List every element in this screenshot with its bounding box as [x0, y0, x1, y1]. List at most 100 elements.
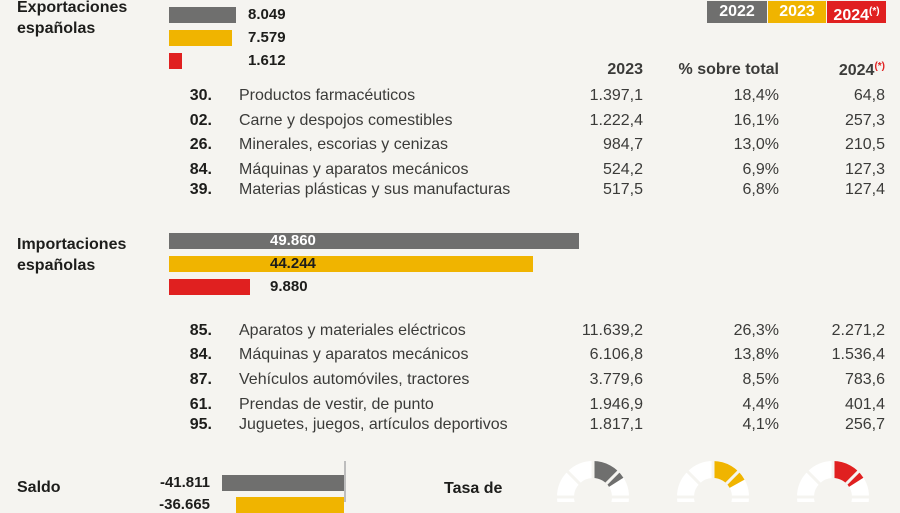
row-pct: 16,1%	[733, 112, 779, 129]
bar-label-2024: 9.880	[270, 278, 308, 295]
exports-title: Exportaciones españolas	[17, 0, 127, 39]
row-code: 84.	[189, 346, 212, 363]
tasa-donuts	[556, 460, 870, 502]
row-value-2024: 783,6	[844, 371, 885, 388]
row-value-2024: 401,4	[844, 396, 885, 413]
bar-2023	[169, 256, 533, 272]
donut-slice-2022	[593, 461, 624, 487]
row-pct: 18,4%	[733, 87, 779, 104]
donut-separator	[604, 469, 621, 486]
row-value-2024: 1.536,4	[831, 346, 885, 363]
row-value-2023: 984,7	[602, 136, 643, 153]
legend-2023: 2023	[768, 1, 826, 23]
imports-title-line1: Importaciones	[17, 236, 127, 253]
row-pct: 4,1%	[742, 416, 779, 433]
header-2024: 2024(*)	[839, 61, 885, 80]
row-value-2023: 6.106,8	[589, 346, 643, 363]
row-code: 02.	[189, 112, 212, 129]
legend-2023-label: 2023	[779, 3, 815, 20]
table-row: 95. Juguetes, juegos, artículos deportivo…	[0, 414, 900, 436]
row-value-2023: 517,5	[602, 181, 643, 198]
row-pct: 8,5%	[742, 371, 779, 388]
row-code: 87.	[189, 371, 212, 388]
donut-slice-2024	[833, 461, 864, 487]
row-code: 61.	[189, 396, 212, 413]
header-2023: 2023	[607, 61, 643, 78]
row-name: Productos farmacéuticos	[239, 87, 416, 104]
row-name: Juguetes, juegos, artículos deportivos	[239, 416, 508, 433]
row-value-2024: 257,3	[844, 112, 885, 129]
table-row: 26. Minerales, escorias y cenizas 984,7 13,…	[0, 134, 900, 156]
row-value-2023: 3.779,6	[589, 371, 643, 388]
table-row: 30. Productos farmacéuticos 1.397,1 18,4% 64…	[0, 85, 900, 107]
row-pct: 6,9%	[742, 161, 779, 178]
bar-label-2023: 7.579	[248, 29, 286, 46]
bar-2023	[169, 30, 233, 46]
row-code: 39.	[189, 181, 212, 198]
row-value-2024: 210,5	[844, 136, 885, 153]
imports-title: Importaciones españolas	[17, 234, 126, 276]
row-value-2024: 127,3	[844, 161, 885, 178]
table-row: 39. Materias plásticas y sus manufacturas…	[0, 179, 900, 201]
exports-title-line1: Exportaciones	[17, 0, 128, 16]
saldo-divider	[344, 461, 346, 502]
row-name: Materias plásticas y sus manufacturas	[239, 181, 511, 198]
row-name: Máquinas y aparatos mecánicos	[239, 346, 469, 363]
table-row: 02. Carne y despojos comestibles 1.222,4 16…	[0, 110, 900, 132]
donut-slice-2023	[713, 461, 745, 488]
legend-2024-asterisk: (*)	[869, 6, 880, 17]
table-row: 87. Vehículos automóviles, tractores 3.779…	[0, 369, 900, 391]
bar-2024	[169, 279, 251, 295]
row-pct: 4,4%	[742, 396, 779, 413]
legend-2022-label: 2022	[719, 3, 755, 20]
row-name: Minerales, escorias y cenizas	[239, 136, 448, 153]
row-code: 30.	[189, 87, 212, 104]
table-row: 84. Máquinas y aparatos mecánicos 6.106,8 1…	[0, 344, 900, 366]
table-row: 84. Máquinas y aparatos mecánicos 524,2 6,9…	[0, 159, 900, 181]
saldo-value-2022: -41.811	[159, 474, 210, 491]
row-code: 85.	[189, 322, 212, 339]
donut-separator	[805, 469, 822, 486]
donut-separator	[685, 469, 702, 486]
row-pct: 6,8%	[742, 181, 779, 198]
row-pct: 13,0%	[733, 136, 779, 153]
bar-label-2022: 8.049	[248, 6, 286, 23]
bar-label-2022: 49.860	[270, 232, 316, 249]
legend-2024: 2024(*)	[827, 1, 886, 24]
donut-separator	[565, 469, 582, 486]
bar-label-2024: 1.612	[248, 52, 286, 69]
row-name: Carne y despojos comestibles	[239, 112, 453, 129]
row-value-2023: 524,2	[602, 161, 643, 178]
row-value-2024: 2.271,2	[831, 322, 885, 339]
donut-separator	[724, 469, 741, 486]
row-value-2024: 127,4	[844, 181, 885, 198]
legend-2024-label: 2024	[833, 7, 870, 24]
row-value-2024: 256,7	[844, 416, 885, 433]
legend-2022: 2022	[707, 1, 767, 23]
table-row: 61. Prendas de vestir, de punto 1.946,9 4,4…	[0, 394, 900, 416]
row-name: Máquinas y aparatos mecánicos	[239, 161, 469, 178]
row-value-2023: 1.946,9	[589, 396, 643, 413]
exports-title-line2: españolas	[17, 20, 96, 37]
header-2024-label: 2024	[838, 62, 875, 79]
row-value-2023: 1.222,4	[589, 112, 643, 129]
bar-2022	[169, 7, 236, 23]
row-value-2023: 1.397,1	[589, 87, 643, 104]
row-value-2023: 1.817,1	[589, 416, 643, 433]
row-code: 95.	[189, 416, 212, 433]
bar-label-2023: 44.244	[270, 255, 316, 272]
bar-2022	[169, 233, 579, 249]
row-code: 26.	[189, 136, 212, 153]
row-name: Vehículos automóviles, tractores	[239, 371, 470, 388]
row-value-2023: 11.639,2	[581, 322, 643, 339]
imports-title-line2: españolas	[17, 257, 96, 274]
row-pct: 26,3%	[733, 322, 779, 339]
tasa-label: Tasa de	[444, 480, 503, 497]
row-name: Aparatos y materiales eléctricos	[239, 322, 466, 339]
donut-separator	[844, 469, 861, 486]
saldo-bar-2022	[222, 475, 344, 491]
row-pct: 13,8%	[733, 346, 779, 363]
saldo-title: Saldo	[17, 479, 61, 496]
row-value-2024: 64,8	[853, 87, 885, 104]
header-2024-asterisk: (*)	[874, 61, 885, 72]
